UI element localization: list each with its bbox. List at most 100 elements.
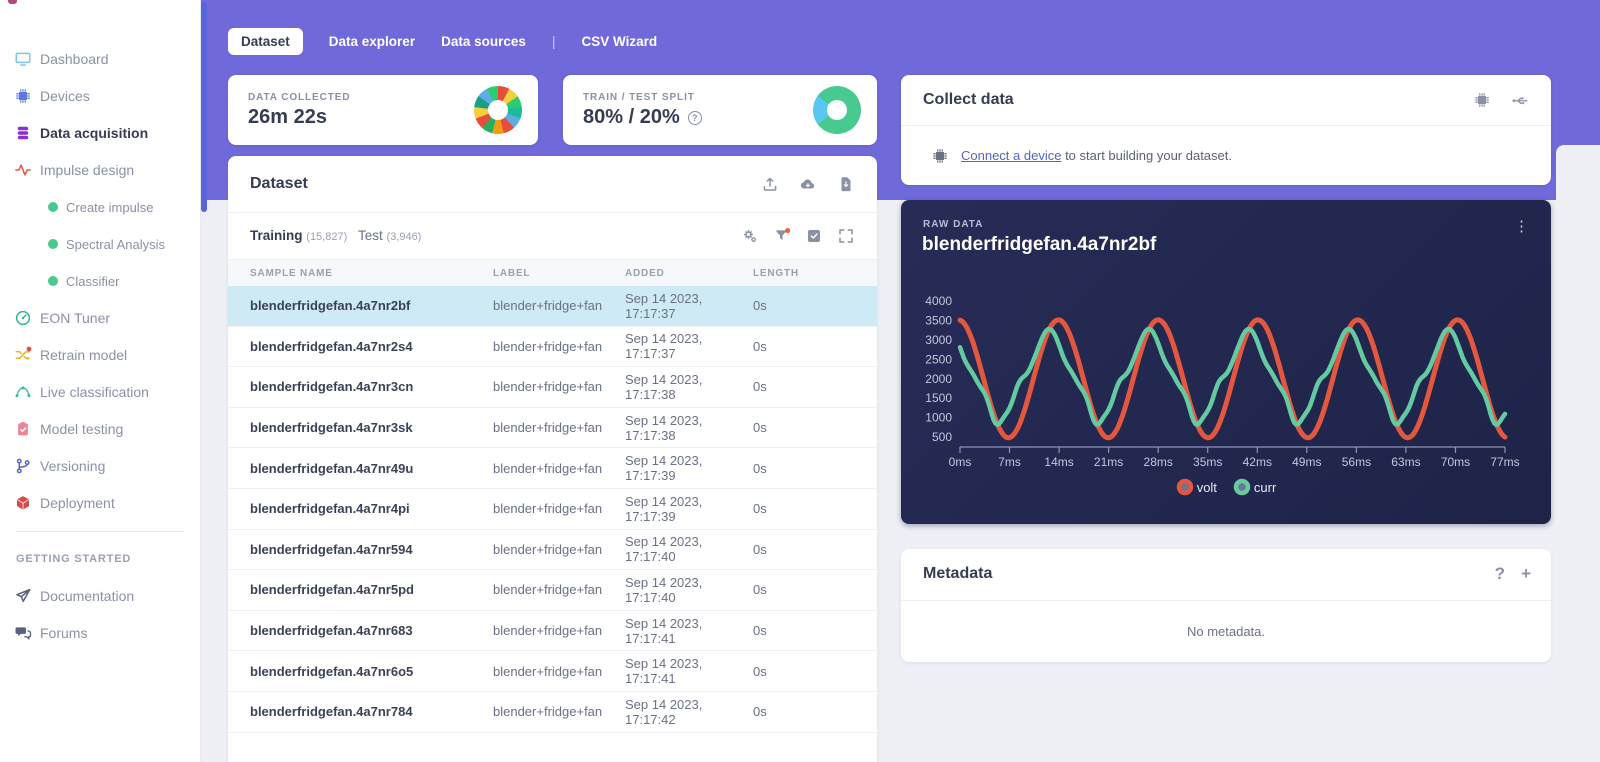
table-row[interactable]: blenderfridgefan.4a7nr4pi blender+fridge+… (228, 488, 877, 530)
logo-fragment (8, 0, 17, 4)
sample-label: blender+fridge+fan (493, 501, 603, 517)
file-download-icon[interactable] (835, 173, 857, 195)
cube-icon (14, 494, 32, 512)
tab-test[interactable]: Test (3,946) (358, 228, 422, 243)
svg-text:63ms: 63ms (1391, 455, 1420, 469)
sample-added: Sep 14 2023, 17:17:38 (625, 371, 703, 402)
sample-label: blender+fridge+fan (493, 379, 603, 395)
tab-csv-wizard[interactable]: CSV Wizard (581, 33, 658, 49)
background-gap (1556, 145, 1600, 200)
sample-label: blender+fridge+fan (493, 460, 603, 476)
shuffle-icon (14, 346, 32, 364)
sidebar: Dashboard Devices Data acquisition Impulse … (0, 0, 201, 762)
raw-data-menu-kebab-icon[interactable]: ⋮ (1514, 218, 1529, 235)
legend-item-volt[interactable]: volt (1176, 478, 1217, 496)
svg-text:2500: 2500 (925, 352, 952, 366)
sidebar-item-documentation[interactable]: Documentation (0, 584, 201, 608)
sample-name: blenderfridgefan.4a7nr594 (250, 541, 413, 557)
tab-data-sources[interactable]: Data sources (441, 33, 526, 49)
main-content: Dataset Data explorer Data sources | CSV Wiz… (201, 0, 1600, 762)
table-row[interactable]: blenderfridgefan.4a7nr5pd blender+fridge+… (228, 570, 877, 611)
legend-item-curr[interactable]: curr (1233, 478, 1276, 496)
sidebar-section-label: GETTING STARTED (16, 553, 132, 565)
sample-label: blender+fridge+fan (493, 298, 603, 314)
svg-text:500: 500 (932, 430, 952, 444)
sample-name: blenderfridgefan.4a7nr4pi (250, 501, 410, 517)
sidebar-item-classifier[interactable]: Classifier (0, 269, 201, 293)
sample-length: 0s (753, 582, 767, 598)
svg-text:14ms: 14ms (1044, 455, 1073, 469)
gears-icon[interactable] (739, 225, 761, 247)
sidebar-item-retrain-model[interactable]: Retrain model (0, 343, 201, 367)
sidebar-scrollbar[interactable] (201, 2, 207, 212)
expand-icon[interactable] (835, 225, 857, 247)
table-row[interactable]: blenderfridgefan.4a7nr3cn blender+fridge+… (228, 367, 877, 408)
table-row[interactable]: blenderfridgefan.4a7nr6o5 blender+fridge+… (228, 651, 877, 692)
sidebar-item-eon-tuner[interactable]: EON Tuner (0, 306, 201, 330)
table-row[interactable]: blenderfridgefan.4a7nr594 blender+fridge+… (228, 529, 877, 571)
sidebar-item-deployment[interactable]: Deployment (0, 491, 201, 515)
table-row[interactable]: blenderfridgefan.4a7nr784 blender+fridge+… (228, 691, 877, 733)
sample-name: blenderfridgefan.4a7nr5pd (250, 582, 414, 598)
svg-text:3000: 3000 (925, 333, 952, 347)
svg-text:70ms: 70ms (1441, 455, 1470, 469)
sample-label: blender+fridge+fan (493, 541, 603, 557)
sidebar-item-impulse-design[interactable]: Impulse design (0, 158, 201, 182)
chat-icon (14, 624, 32, 642)
sidebar-item-dashboard[interactable]: Dashboard (0, 47, 201, 71)
sample-label: blender+fridge+fan (493, 582, 603, 598)
tab-training[interactable]: Training (15,827) (250, 228, 348, 243)
metadata-title: Metadata (923, 565, 993, 582)
device-chip-icon[interactable] (1471, 89, 1493, 111)
tab-data-explorer[interactable]: Data explorer (328, 33, 416, 49)
table-row[interactable]: blenderfridgefan.4a7nr2s4 blender+fridge+… (228, 326, 877, 368)
sidebar-item-devices[interactable]: Devices (0, 84, 201, 108)
connect-device-link[interactable]: Connect a device (961, 148, 1062, 163)
sample-added: Sep 14 2023, 17:17:37 (625, 331, 703, 362)
metadata-help-icon[interactable]: ? (1494, 564, 1506, 583)
tab-dataset[interactable]: Dataset (228, 27, 303, 55)
sidebar-item-model-testing[interactable]: Model testing (0, 417, 201, 441)
usb-icon[interactable] (1509, 89, 1531, 111)
select-multiple-icon[interactable] (803, 225, 825, 247)
svg-text:2000: 2000 (925, 372, 952, 386)
filter-icon[interactable] (771, 225, 793, 247)
svg-text:4000: 4000 (925, 294, 952, 308)
table-row[interactable]: blenderfridgefan.4a7nr49u blender+fridge+… (228, 448, 877, 489)
legend-marker-icon (1176, 478, 1193, 496)
clipboard-icon (14, 420, 32, 438)
dataset-card: Dataset Training (15,827) Test (3,946) S… (228, 156, 877, 762)
metadata-add-icon[interactable]: + (1521, 564, 1531, 583)
cloud-icon[interactable] (797, 173, 819, 195)
table-row[interactable]: blenderfridgefan.4a7nr3sk blender+fridge+… (228, 407, 877, 449)
upload-icon[interactable] (759, 173, 781, 195)
dot-icon (47, 275, 59, 287)
sidebar-item-versioning[interactable]: Versioning (0, 454, 201, 478)
question-circle-icon[interactable]: ? (687, 110, 702, 125)
sample-length: 0s (753, 501, 767, 517)
metadata-empty-text: No metadata. (1186, 624, 1266, 639)
data-collected-card: DATA COLLECTED 26m 22s (228, 75, 538, 145)
sidebar-item-forums[interactable]: Forums (0, 621, 201, 645)
table-header-row: SAMPLE NAME LABEL ADDED LENGTH (228, 260, 877, 286)
column-header-label: LABEL (493, 267, 531, 279)
sample-length: 0s (753, 663, 767, 679)
sidebar-item-data-acquisition[interactable]: Data acquisition (0, 121, 201, 145)
sidebar-item-spectral-analysis[interactable]: Spectral Analysis (0, 232, 201, 256)
column-header-sample-name: SAMPLE NAME (250, 267, 333, 279)
sample-name: blenderfridgefan.4a7nr2s4 (250, 338, 413, 354)
raw-data-card: RAW DATA blenderfridgefan.4a7nr2bf ⋮ 400… (901, 200, 1551, 524)
sidebar-item-live-classification[interactable]: Live classification (0, 380, 201, 404)
table-row[interactable]: blenderfridgefan.4a7nr2bf blender+fridge+… (228, 286, 877, 327)
sidebar-item-create-impulse[interactable]: Create impulse (0, 195, 201, 219)
svg-text:56ms: 56ms (1342, 455, 1371, 469)
sample-label: blender+fridge+fan (493, 623, 603, 639)
sample-length: 0s (753, 541, 767, 557)
monitor-icon (14, 50, 32, 68)
sample-length: 0s (753, 623, 767, 639)
table-row[interactable]: blenderfridgefan.4a7nr683 blender+fridge+… (228, 610, 877, 652)
metadata-card-header: Metadata ? + (901, 549, 1551, 601)
svg-text:3500: 3500 (925, 314, 952, 328)
sample-length: 0s (753, 704, 767, 720)
